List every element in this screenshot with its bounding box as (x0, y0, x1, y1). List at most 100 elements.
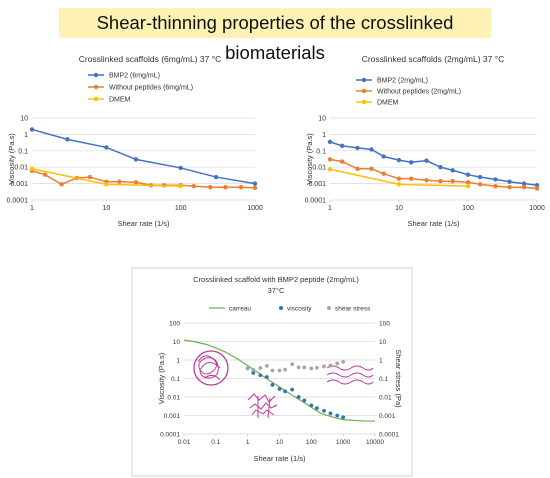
chart2-legend-label: Without peptides (2mg/mL) (377, 89, 461, 96)
chart1-y-tick-label: 0.001 (10, 181, 28, 188)
chart1-dmem-point (104, 182, 109, 187)
chart2-x-tick-label: 10 (395, 205, 403, 212)
chart2-without-peptides-2mg-ml-point (534, 186, 540, 191)
chart2-bmp2-2mg-ml-point (465, 172, 471, 177)
chart3-y2-tick-label: 0.01 (379, 395, 392, 402)
chart2-without-peptides-2mg-ml-point (493, 183, 498, 189)
chart3-shear-stress-point (341, 359, 346, 364)
chart1-y-tick-label: 0.0001 (7, 198, 29, 205)
chart1-bmp2-6mg-ml-point (213, 174, 219, 180)
chart2-legend-label: BMP2 (2mg/mL) (377, 78, 428, 85)
chart2-without-peptides-2mg-ml-point (408, 176, 414, 181)
chart3-viscosity-point (290, 387, 295, 392)
chart3-carreau-line (183, 339, 375, 422)
chart2-bmp2-2mg-ml-point (339, 143, 345, 149)
chart2-x-axis-label: Shear rate (1/s) (407, 219, 460, 228)
chart3-y-tick-label: 10 (173, 339, 181, 346)
chart2-bmp2-2mg-ml-point (477, 174, 483, 180)
chart1-x-tick-label: 1 (30, 205, 34, 212)
chart2-y-tick-label: 0.001 (308, 181, 326, 188)
chart2-bmp2-2mg-ml-point (369, 147, 374, 152)
chart3-viscosity-point (264, 375, 269, 379)
chart2-bmp2-2mg-ml-point (507, 179, 512, 184)
chart3-shear-stress-point (283, 367, 288, 372)
chart1-title: Crosslinked scaffolds (6mg/mL) 37 °C (79, 54, 222, 64)
chart1-bmp2-6mg-ml-point (104, 145, 109, 150)
coiled-polymer-strands-icon (197, 355, 221, 381)
chart2-y-tick-label: 1 (322, 132, 326, 139)
chart3-shear-stress-point (335, 361, 340, 366)
chart2-legend-marker-bmp2-2mg-ml (361, 77, 367, 83)
chart2-without-peptides-2mg-ml-line (329, 158, 538, 190)
chart1-x-tick-label: 100 (175, 205, 187, 212)
chart3-y2-tick-label: 0.0001 (379, 432, 399, 439)
coiled-polymer-icon (193, 350, 229, 386)
chart3-y-tick-label: 0.0001 (160, 432, 180, 439)
chart2-without-peptides-2mg-ml-point (438, 179, 443, 184)
chart3-x-tick-label: 0.01 (178, 439, 191, 446)
chart2-y-tick-label: 0.0001 (305, 198, 327, 205)
chart2-without-peptides-2mg-ml-point (381, 171, 386, 176)
chart2-bmp2-2mg-ml-point (355, 145, 360, 151)
chart3-legend-marker-shear-stress (327, 306, 331, 310)
chart3-shear-stress-point (277, 368, 282, 373)
chart2-without-peptides-2mg-ml-point (327, 157, 333, 162)
chart1-y-tick-label: 1 (24, 132, 28, 139)
chart1-without-peptides-6mg-ml-point (191, 183, 196, 189)
chart1-x-tick-label: 10 (102, 205, 110, 212)
chart1-x-tick-label: 1000 (247, 205, 263, 212)
chart2-bmp2-2mg-ml-point (327, 139, 333, 145)
chart2-without-peptides-2mg-ml-point (339, 159, 345, 164)
chart2-dmem-point (465, 183, 471, 189)
chart3-legend-label: viscosity (287, 306, 312, 313)
aligned-polymer-icon (326, 365, 374, 385)
chart3-x-tick-label: 0.1 (211, 439, 220, 446)
figure-title-banner: Shear-thinning properties of the crossli… (59, 8, 491, 63)
chart3-x-tick-label: 10 (276, 439, 284, 446)
chart2-x-tick-label: 1 (328, 205, 332, 212)
chart3-viscosity-point (258, 373, 263, 378)
chart1-y-tick-label: 0.01 (14, 165, 28, 172)
chart3-viscosity-point (309, 403, 314, 408)
chart1-without-peptides-6mg-ml-point (223, 185, 228, 190)
chart3-viscosity-point (302, 398, 307, 403)
chart3-y-tick-label: 0.01 (167, 395, 180, 402)
chart2-title: Crosslinked scaffolds (2mg/mL) 37 °C (362, 54, 505, 64)
chart1-without-peptides-6mg-ml-line (31, 170, 256, 189)
chart3-x-axis-label: Shear rate (1/s) (253, 454, 306, 463)
chart3-y2-tick-label: 10 (379, 339, 387, 346)
chart2-bmp2-2mg-ml-line (329, 141, 538, 186)
chart3-y-tick-label: 0.1 (171, 376, 180, 383)
chart1-legend-label: DMEM (109, 97, 131, 104)
chart1-legend-label: Without peptides (6mg/mL) (109, 85, 193, 92)
chart2-without-peptides-2mg-ml-point (396, 176, 402, 181)
chart2-bmp2-2mg-ml-point (438, 165, 443, 170)
chart1-x-axis-label: Shear rate (1/s) (117, 219, 170, 228)
chart1-without-peptides-6mg-ml-point (42, 172, 48, 177)
chart3-shear-stress-point (328, 363, 333, 368)
chart1-without-peptides-6mg-ml-point (238, 185, 244, 190)
chart3-viscosity-point (341, 415, 346, 420)
chart3-y-tick-label: 100 (169, 321, 180, 328)
chart3-y-axis-label: Viscosity (Pa.s) (157, 352, 166, 404)
chart3-x-tick-label: 1000 (336, 439, 351, 446)
chart3-x-tick-label: 10000 (366, 439, 384, 446)
chart3-shear-stress-point (270, 368, 275, 373)
chart3-shear-stress-point (251, 367, 256, 372)
chart3-title: Crosslinked scaffold with BMP2 peptide (… (193, 275, 359, 284)
chart3-y2-axis-label: Shear stress (Pa) (394, 349, 403, 408)
chart2-without-peptides-2mg-ml-point (465, 180, 471, 185)
chart2-without-peptides-2mg-ml-point (424, 178, 429, 183)
chart3-viscosity-point (251, 371, 256, 375)
chart2-bmp2-2mg-ml-point (396, 157, 402, 163)
chart2-x-tick-label: 100 (462, 205, 474, 212)
chart2-without-peptides-2mg-ml-point (355, 166, 360, 171)
chart1-legend-label: BMP2 (6mg/mL) (109, 73, 160, 80)
chart1-bmp2-6mg-ml-point (178, 165, 183, 171)
chart1-without-peptides-6mg-ml-point (59, 182, 64, 187)
chart2-y-tick-label: 10 (318, 116, 326, 123)
chart1-bmp2-6mg-ml-point (133, 157, 139, 162)
chart3-viscosity-point (322, 408, 326, 413)
chart2-y-tick-label: 0.01 (312, 165, 326, 172)
chart2-legend-marker-without-peptides-2mg-ml (361, 88, 367, 94)
